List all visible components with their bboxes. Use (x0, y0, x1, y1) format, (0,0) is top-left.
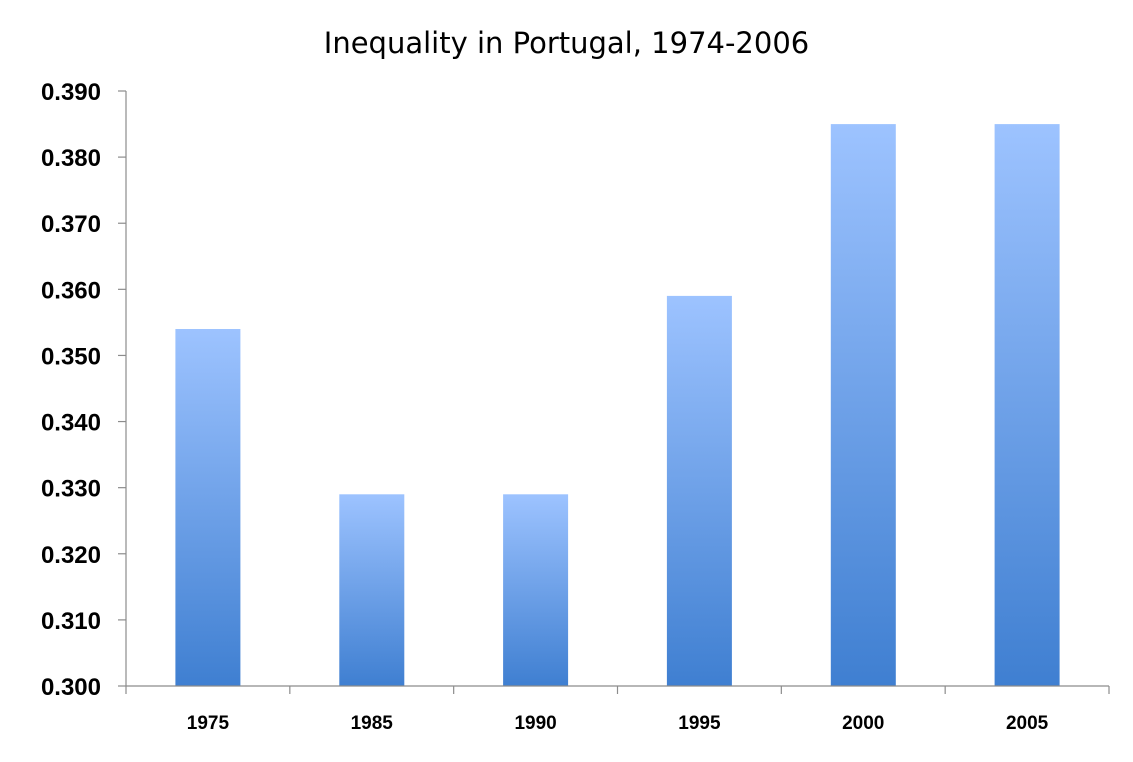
x-tick-label: 1995 (678, 713, 721, 734)
bar-2000 (830, 124, 896, 687)
x-tick-label: 2000 (842, 713, 884, 734)
axes-group (118, 90, 1110, 694)
bar-1990 (503, 494, 569, 686)
tick-labels-group: 0.300 0.310 0.320 0.330 0.340 0.350 0.360 0.370… (41, 79, 1049, 734)
chart-title: Inequality in Portugal, 1974-2006 (323, 26, 810, 60)
x-tick-label: 1990 (514, 713, 556, 734)
y-tick-label: 0.380 (41, 145, 101, 172)
y-tick-label: 0.320 (41, 542, 101, 569)
y-tick-label: 0.350 (41, 343, 101, 370)
y-tick-label: 0.390 (41, 79, 101, 106)
y-tick-label: 0.330 (41, 476, 101, 503)
x-tick-label: 1975 (187, 713, 230, 734)
y-tick-label: 0.300 (41, 674, 101, 701)
y-tick-label: 0.360 (41, 277, 101, 304)
y-tick-label: 0.370 (41, 211, 101, 238)
y-tick-label: 0.340 (41, 410, 101, 437)
bar-1975 (175, 329, 241, 686)
bar-1995 (666, 295, 732, 686)
bars-group (175, 124, 1060, 687)
x-tick-label: 1985 (351, 713, 394, 734)
bar-2005 (994, 124, 1060, 687)
y-tick-label: 0.310 (41, 608, 101, 635)
bar-1985 (339, 494, 405, 686)
x-tick-label: 2005 (1006, 713, 1049, 734)
